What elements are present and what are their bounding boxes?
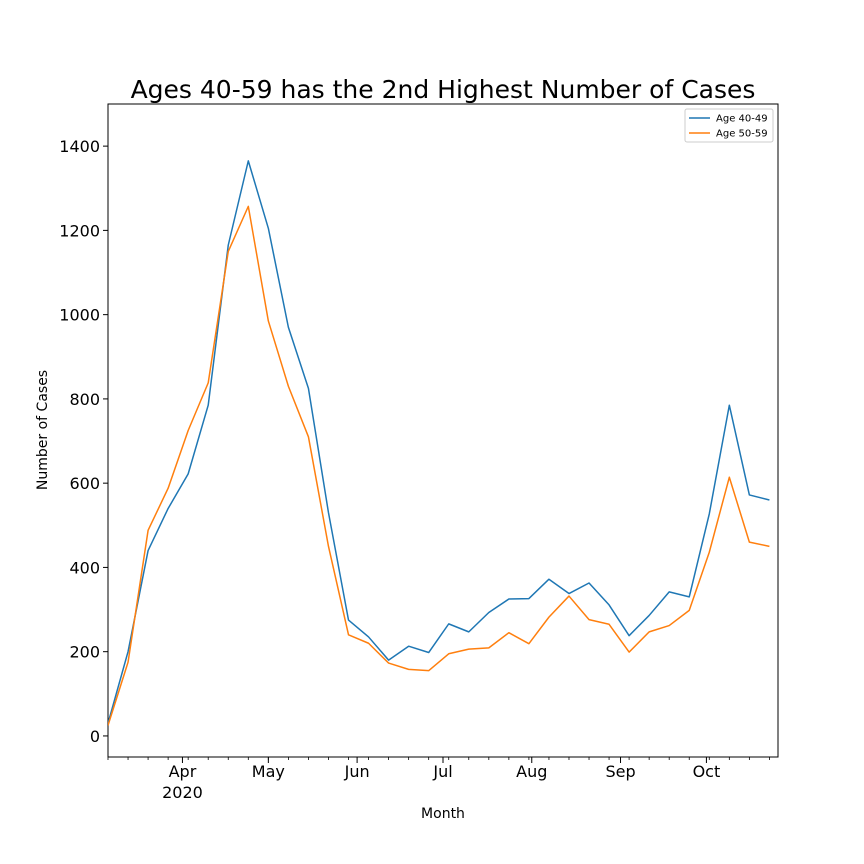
legend-label: Age 50-59 — [716, 129, 768, 140]
x-tick-label: Sep — [605, 762, 635, 781]
y-tick-label: 1200 — [59, 221, 100, 240]
series-line-age-40-49 — [108, 160, 770, 724]
legend: Age 40-49 Age 50-59 — [684, 108, 774, 143]
y-axis: 0 200 400 600 800 1000 1200 1400 — [59, 137, 108, 746]
x-tick-label: May — [252, 762, 285, 781]
x-tick-label: Jul — [432, 762, 452, 781]
x-tick-label: Oct — [693, 762, 721, 781]
y-tick-label: 1400 — [59, 137, 100, 156]
chart-title: Ages 40-59 has the 2nd Highest Number of… — [131, 75, 756, 104]
y-tick-label: 0 — [90, 727, 100, 746]
x-tick-label: Apr — [169, 762, 197, 781]
y-tick-label: 400 — [69, 558, 100, 577]
x-tick-sublabel: 2020 — [162, 783, 203, 802]
y-axis-label: Number of Cases — [35, 370, 51, 490]
series-layer — [108, 160, 770, 726]
y-tick-label: 1000 — [59, 306, 100, 325]
series-line-age-50-59 — [108, 205, 770, 726]
x-tick-label: Jun — [344, 762, 370, 781]
x-tick-label: Aug — [516, 762, 547, 781]
y-tick-label: 600 — [69, 474, 100, 493]
y-tick-label: 800 — [69, 390, 100, 409]
x-axis-label: Month — [421, 806, 465, 822]
y-tick-label: 200 — [69, 643, 100, 662]
x-axis: Apr 2020 May Jun Jul Aug Sep Oct — [107, 757, 770, 802]
legend-label: Age 40-49 — [716, 114, 768, 125]
